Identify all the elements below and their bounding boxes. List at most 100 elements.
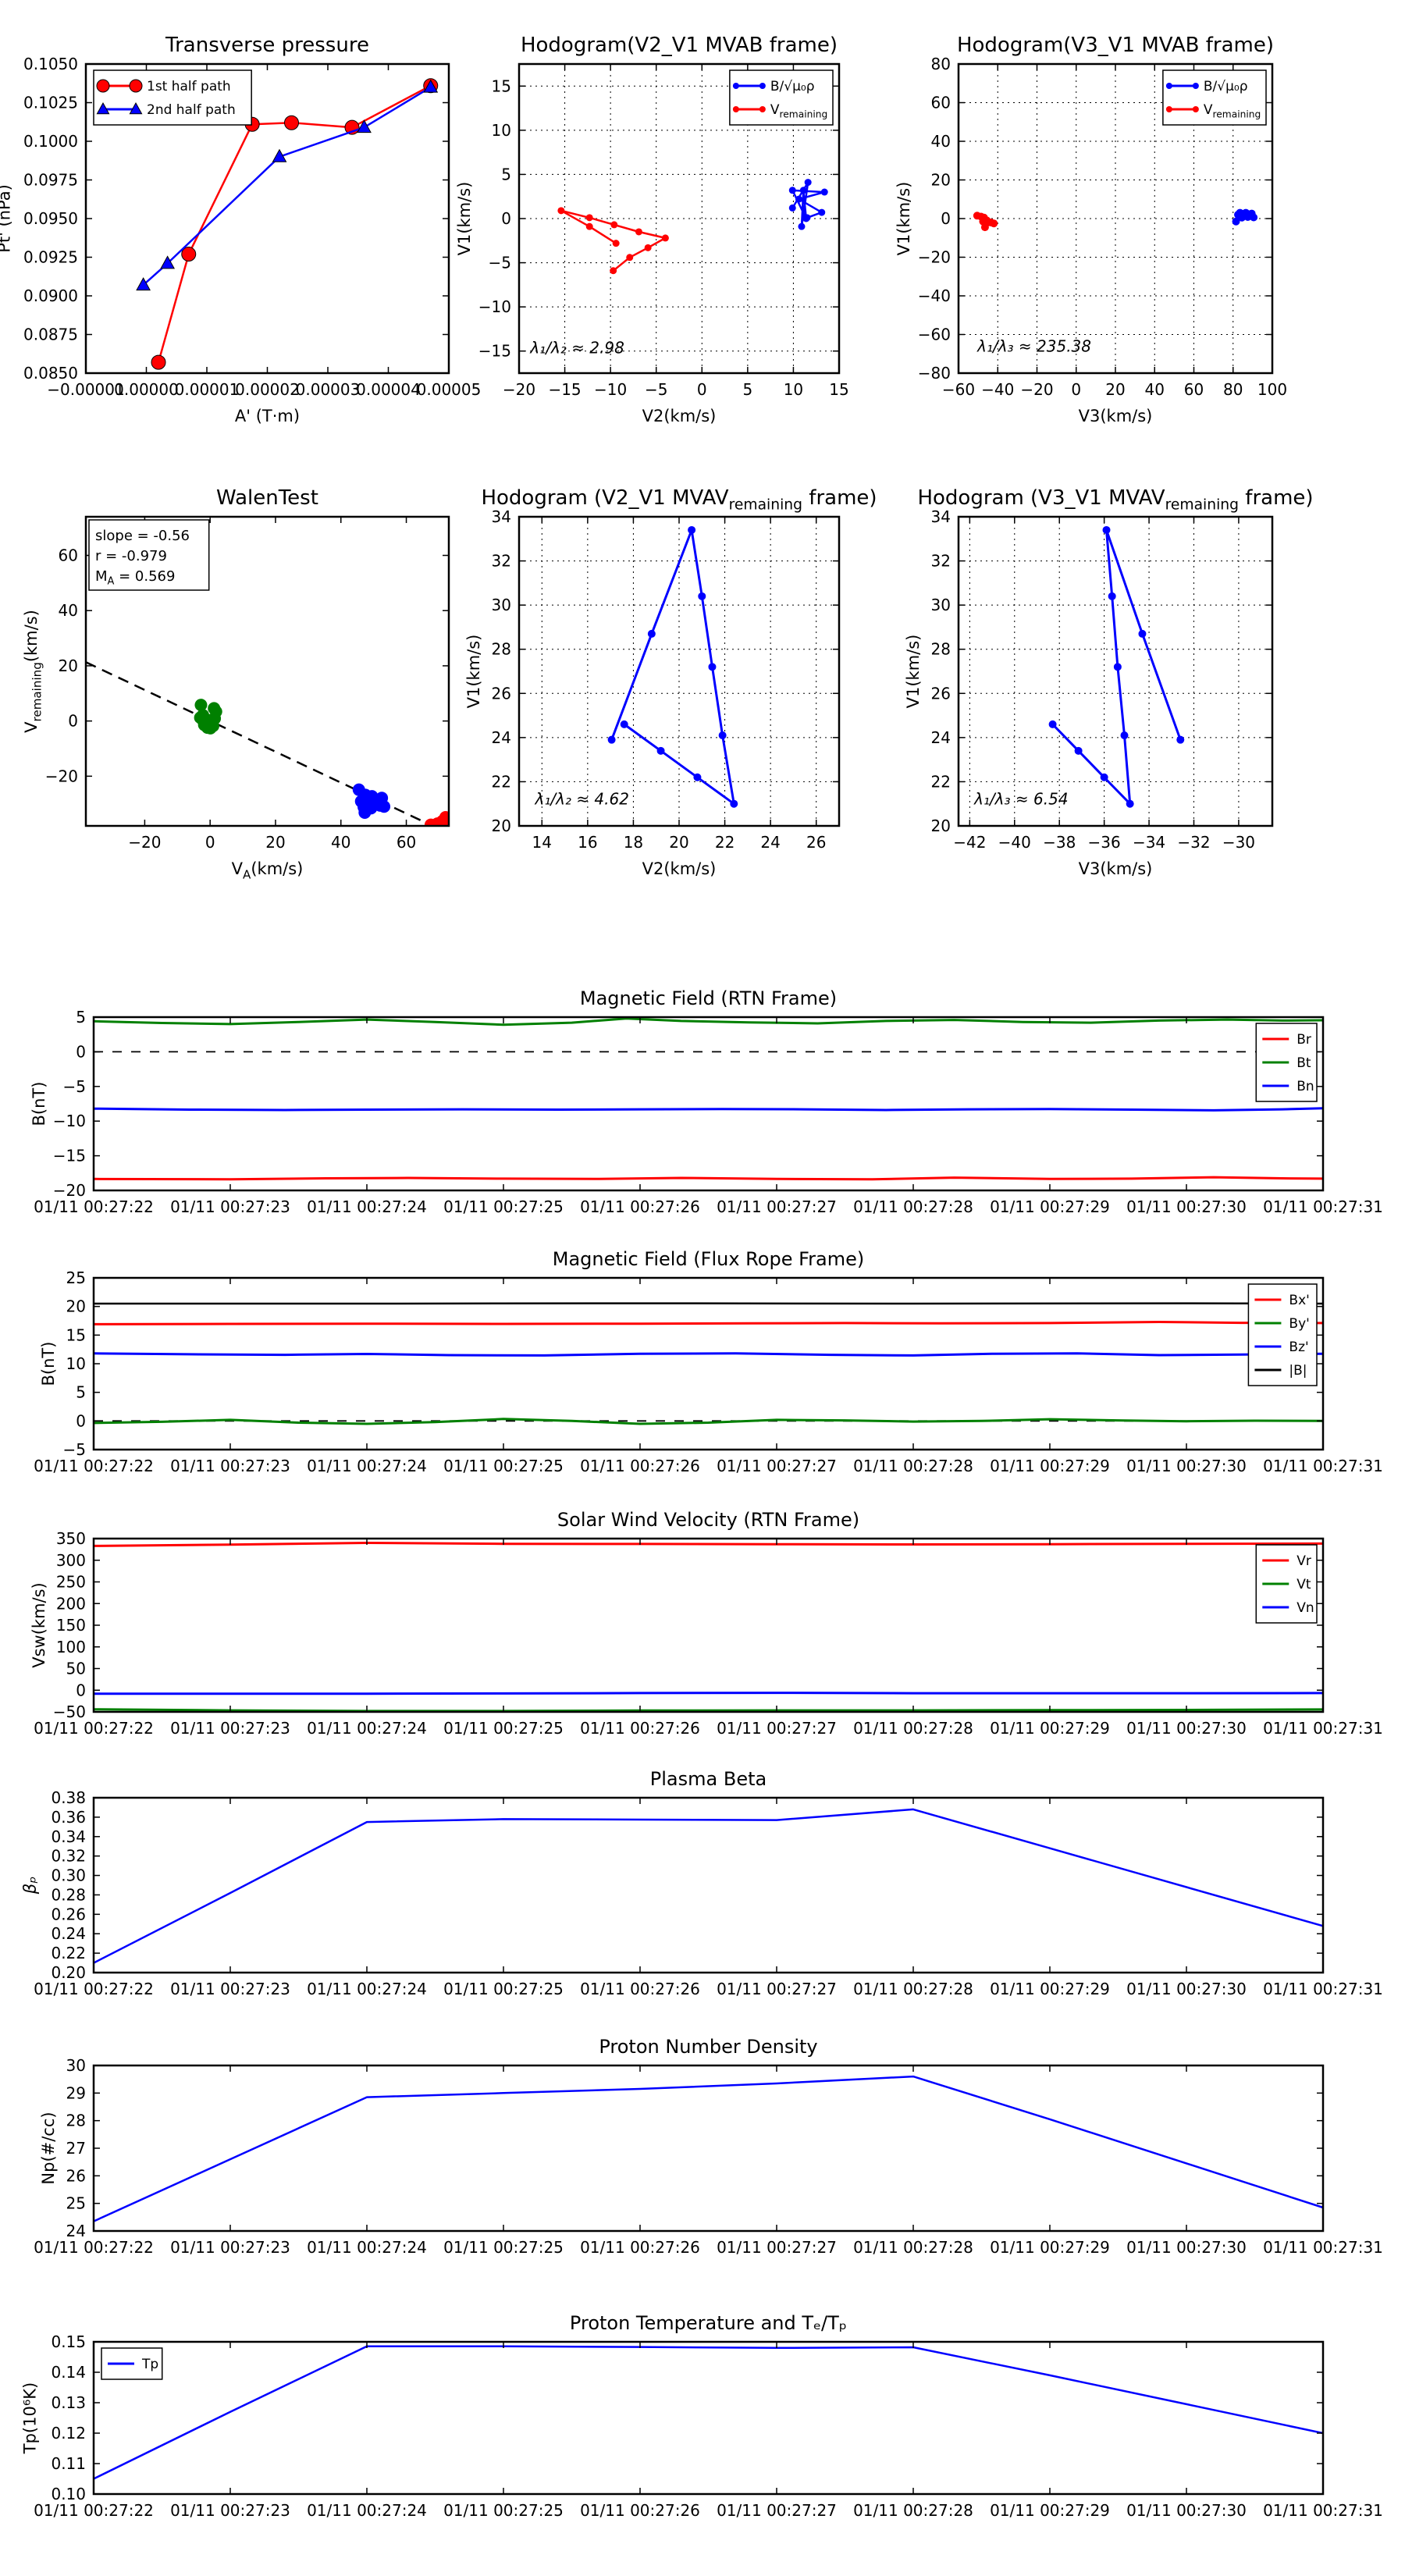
- marker-circle: [181, 247, 197, 262]
- x-tick-label: 01/11 00:27:24: [307, 2238, 427, 2257]
- y-tick-label: 28: [66, 2112, 86, 2130]
- x-tick-label: 0.00002: [235, 380, 300, 399]
- legend-label: By': [1289, 1316, 1309, 1332]
- x-tick-label: 01/11 00:27:23: [170, 2501, 290, 2520]
- chart-title: Plasma Beta: [650, 1768, 767, 1790]
- marker-triangle: [96, 101, 110, 115]
- series-Vt: [94, 1708, 1323, 1712]
- y-tick-label: 350: [56, 1529, 86, 1548]
- y-tick-label: 20: [931, 171, 951, 190]
- x-tick-label: 0: [205, 833, 215, 852]
- x-tick-label: 01/11 00:27:30: [1126, 1719, 1247, 1738]
- x-tick-label: 01/11 00:27:30: [1126, 1457, 1247, 1475]
- series-layer: [94, 2075, 1323, 2222]
- y-tick-label: 15: [66, 1325, 86, 1344]
- marker-dot: [1176, 735, 1185, 744]
- x-tick-label: 01/11 00:27:23: [170, 1457, 290, 1475]
- y-axis-label: Pt' (nPa): [0, 184, 13, 253]
- y-tick-label: 0.24: [51, 1924, 86, 1943]
- x-tick-label: 01/11 00:27:27: [717, 2501, 837, 2520]
- series-By': [94, 1418, 1323, 1425]
- marker-dot: [798, 222, 806, 230]
- x-tick-label: −40: [998, 833, 1031, 852]
- y-tick-label: −5: [489, 254, 511, 272]
- legend-label: Tp: [141, 2357, 158, 2372]
- y-tick-label: 10: [492, 121, 511, 140]
- y-tick-label: 20: [66, 1297, 86, 1316]
- x-tick-label: 01/11 00:27:29: [990, 2238, 1110, 2257]
- y-tick-label: 0.1050: [23, 55, 78, 73]
- series-V path: [1048, 525, 1185, 808]
- y-tick-label: −20: [918, 248, 951, 267]
- marker-dot: [1192, 106, 1199, 112]
- y-tick-label: −80: [918, 364, 951, 382]
- ticks: [93, 1797, 1324, 1973]
- y-tick-label: −10: [478, 297, 511, 316]
- x-tick-label: 60: [1184, 380, 1204, 399]
- stats-line: r = -0.979: [95, 548, 167, 564]
- x-tick-label: 15: [829, 380, 848, 399]
- x-tick-label: 01/11 00:27:30: [1126, 1197, 1247, 1216]
- y-tick-label: 25: [66, 2194, 86, 2213]
- y-tick-label: 0.0925: [23, 248, 78, 267]
- marker-triangle: [136, 277, 151, 291]
- x-tick-label: 40: [1145, 380, 1165, 399]
- annotation: λ₁/λ₃ ≈ 6.54: [973, 789, 1068, 808]
- x-tick-label: 0.00001: [175, 380, 240, 399]
- y-tick-label: 0.0875: [23, 326, 78, 344]
- legend-label: Bn: [1297, 1079, 1314, 1094]
- y-tick-label: 0: [941, 209, 951, 228]
- y-tick-label: 50: [66, 1660, 86, 1678]
- marker-dot: [708, 663, 717, 671]
- x-tick-label: 01/11 00:27:23: [170, 1980, 290, 1998]
- marker-dot: [612, 240, 620, 247]
- marker-circle: [96, 79, 110, 93]
- marker-dot: [557, 207, 565, 215]
- series-layer: [136, 78, 439, 370]
- y-tick-label: 60: [59, 546, 78, 565]
- y-axis-label: V1(km/s): [904, 635, 923, 709]
- x-tick-label: 01/11 00:27:25: [443, 1457, 564, 1475]
- y-tick-label: 24: [492, 728, 511, 747]
- chart-title: Hodogram (V3_V1 MVAVremaining frame): [917, 486, 1313, 514]
- x-tick-label: 01/11 00:27:28: [853, 2501, 973, 2520]
- y-tick-label: 30: [66, 2056, 86, 2075]
- y-tick-label: 0.12: [51, 2424, 86, 2443]
- y-axis-label: B(nT): [30, 1082, 48, 1126]
- marker-dot: [732, 106, 739, 112]
- x-tick-label: 0.00004: [356, 380, 421, 399]
- x-tick-label: 26: [806, 833, 826, 852]
- y-tick-label: 0.15: [51, 2332, 86, 2351]
- x-tick-label: 0: [1071, 380, 1081, 399]
- marker-dot: [804, 179, 812, 187]
- marker-dot: [585, 222, 593, 230]
- x-tick-label: 01/11 00:27:26: [580, 2501, 700, 2520]
- y-tick-label: 27: [66, 2139, 86, 2158]
- chart-walen-test: −20 0 20 40 60 −20 0 20 40 60 WalenTest VA(km/s) Vre…: [22, 486, 450, 881]
- marker-dot: [759, 83, 766, 89]
- chart-title: Solar Wind Velocity (RTN Frame): [557, 1509, 859, 1531]
- y-axis-label: V1(km/s): [464, 635, 483, 709]
- chart-title: Proton Temperature and Tₑ/Tₚ: [570, 2312, 847, 2334]
- marker-dot: [1165, 106, 1172, 112]
- y-tick-label: 28: [492, 640, 511, 659]
- x-tick-label: 01/11 00:27:30: [1126, 1980, 1247, 1998]
- x-tick-label: 01/11 00:27:28: [853, 2238, 973, 2257]
- x-axis-label: V2(km/s): [642, 859, 717, 878]
- marker-circle: [129, 79, 143, 93]
- annotation: λ₁/λ₂ ≈ 2.98: [529, 338, 624, 357]
- series-Bn: [94, 1107, 1323, 1112]
- legend-label: Bx': [1289, 1293, 1309, 1308]
- x-tick-label: −42: [953, 833, 986, 852]
- ticks: [959, 516, 1272, 827]
- x-tick-label: 24: [760, 833, 780, 852]
- y-tick-label: −5: [63, 1077, 86, 1096]
- series-V path: [607, 525, 738, 808]
- x-tick-label: 20: [1105, 380, 1125, 399]
- y-tick-label: 0: [76, 1042, 86, 1061]
- x-tick-label: −32: [1177, 833, 1210, 852]
- series-fit line: [86, 661, 433, 826]
- series-layer: [94, 1542, 1323, 1712]
- y-tick-label: −10: [53, 1112, 86, 1130]
- x-tick-label: 01/11 00:27:25: [443, 2238, 564, 2257]
